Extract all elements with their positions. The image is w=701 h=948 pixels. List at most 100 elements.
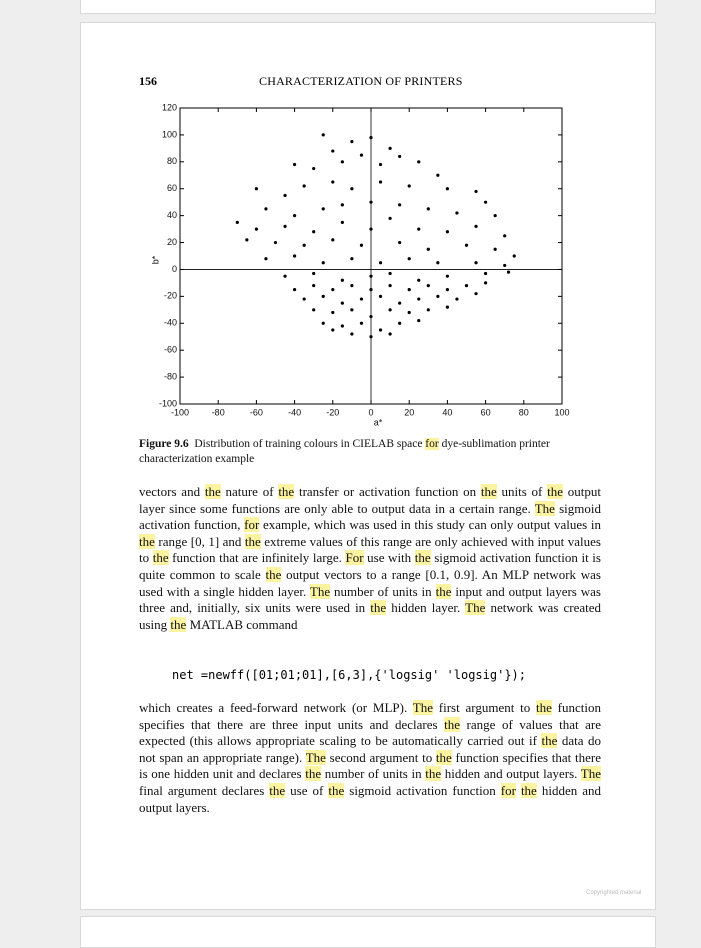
point xyxy=(388,308,392,312)
point xyxy=(293,254,297,258)
point xyxy=(350,332,354,336)
point xyxy=(445,187,449,191)
point xyxy=(321,261,325,265)
point xyxy=(512,254,516,258)
point xyxy=(378,328,383,332)
point xyxy=(436,294,440,298)
point xyxy=(302,184,306,188)
highlight: the xyxy=(269,782,286,798)
highlight: For xyxy=(345,550,364,566)
point xyxy=(369,314,373,319)
highlight: for xyxy=(425,438,439,450)
paragraph: which creates a feed-forward network (or… xyxy=(139,700,601,815)
y-tick-label: 120 xyxy=(162,102,177,112)
highlight: the xyxy=(204,484,221,499)
y-tick-label: -20 xyxy=(164,291,177,301)
y-tick-label: -100 xyxy=(159,398,177,408)
point xyxy=(321,207,325,211)
point xyxy=(369,274,373,278)
highlight: the xyxy=(139,533,155,549)
point xyxy=(398,321,402,325)
highlight: the xyxy=(536,700,552,715)
point xyxy=(321,294,325,298)
highlight: the xyxy=(328,782,345,798)
page xyxy=(80,22,656,910)
highlight: the xyxy=(152,550,169,566)
point xyxy=(398,203,402,207)
point xyxy=(464,284,469,288)
x-tick-label: 0 xyxy=(368,407,373,417)
highlight: the xyxy=(520,782,537,798)
point xyxy=(474,189,478,194)
previous-page xyxy=(80,0,656,14)
highlight: the xyxy=(425,766,442,782)
x-tick-label: -100 xyxy=(171,407,189,417)
point xyxy=(426,308,430,312)
highlight: the xyxy=(435,583,452,599)
point xyxy=(426,207,430,211)
point xyxy=(417,160,421,164)
point xyxy=(321,133,325,137)
point xyxy=(340,160,344,164)
x-tick-label: -60 xyxy=(250,407,263,417)
x-tick-label: 60 xyxy=(481,407,491,417)
point xyxy=(340,278,344,282)
point xyxy=(302,297,306,301)
point xyxy=(388,332,392,336)
point xyxy=(283,274,287,278)
point xyxy=(369,335,373,339)
point xyxy=(445,305,449,309)
highlight: the xyxy=(370,600,387,616)
x-axis-label: a* xyxy=(374,417,383,427)
x-tick-label: -20 xyxy=(326,407,339,417)
point xyxy=(417,227,421,231)
point xyxy=(312,271,316,276)
point xyxy=(350,284,354,288)
point xyxy=(398,154,402,159)
point xyxy=(369,288,373,292)
point xyxy=(474,224,478,228)
point xyxy=(388,216,392,220)
point xyxy=(493,247,497,251)
point xyxy=(350,257,354,261)
x-tick-label: 80 xyxy=(519,407,529,417)
highlight: the xyxy=(305,766,322,782)
point xyxy=(388,284,392,288)
point xyxy=(503,263,507,268)
point xyxy=(293,214,297,218)
code-line: net =newff([01;01;01],[6,3],{'logsig' 'l… xyxy=(172,668,527,682)
point xyxy=(350,308,354,312)
next-page xyxy=(80,916,656,948)
point xyxy=(369,136,373,140)
y-tick-label: 80 xyxy=(167,156,177,166)
y-tick-label: 60 xyxy=(167,183,177,193)
figure-caption: Figure 9.6 Distribution of training colo… xyxy=(139,437,601,467)
point xyxy=(503,234,507,238)
point xyxy=(417,278,421,282)
point xyxy=(359,153,364,157)
point xyxy=(484,281,488,285)
point xyxy=(436,261,440,265)
highlight: the xyxy=(480,484,497,499)
point xyxy=(474,261,478,265)
point xyxy=(407,310,411,315)
x-tick-label: 20 xyxy=(404,407,414,417)
y-tick-label: 20 xyxy=(167,237,177,247)
screen: 156 CHARACTERIZATION OF PRINTERS a* b* -… xyxy=(80,0,656,948)
point xyxy=(388,146,392,150)
highlight: The xyxy=(580,766,601,782)
point xyxy=(378,261,383,265)
highlight: The xyxy=(309,583,331,599)
point xyxy=(445,230,449,234)
point xyxy=(388,271,392,276)
point xyxy=(455,211,459,215)
point xyxy=(378,162,383,167)
point xyxy=(264,257,268,261)
point xyxy=(350,140,354,144)
point xyxy=(369,200,373,204)
highlight: the xyxy=(435,749,452,765)
point xyxy=(312,230,316,234)
point xyxy=(426,284,430,288)
x-tick-label: -40 xyxy=(288,407,301,417)
highlight: the xyxy=(278,484,295,499)
